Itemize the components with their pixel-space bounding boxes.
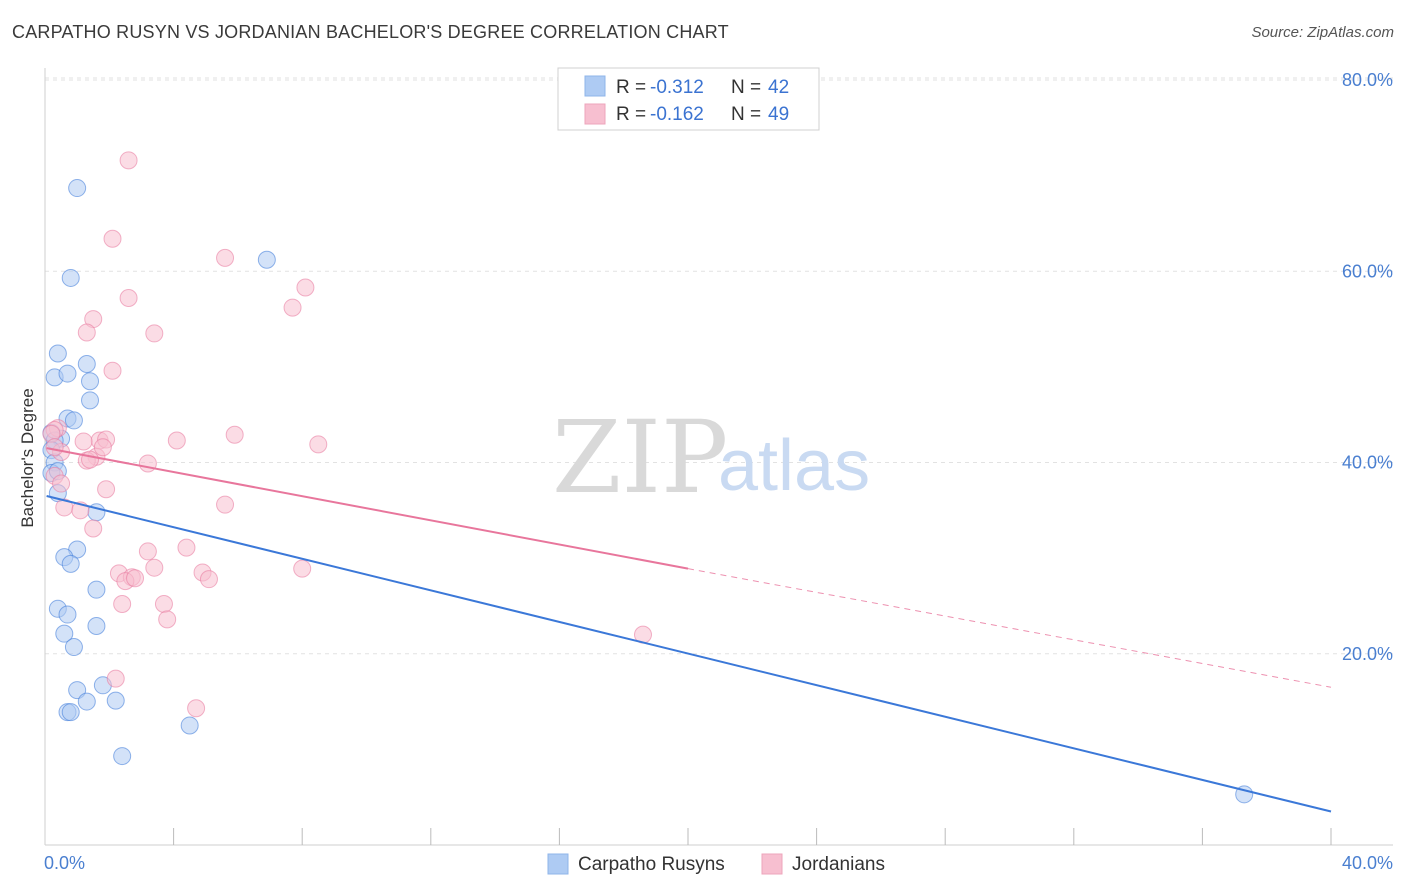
data-point [106,691,125,710]
data-point [68,179,87,198]
data-point [103,229,122,248]
data-point [103,361,122,380]
legend-swatch-rusyns [584,75,606,97]
legend-r-value-rusyns: -0.312 [650,77,704,98]
data-point [113,595,132,614]
y-tick-label-80: 80.0% [1342,70,1393,90]
legend-swatch-jordanians [584,103,606,125]
chart-source: Source: ZipAtlas.com [1251,24,1394,41]
data-point [180,716,199,735]
data-point [216,495,235,514]
gridlines [45,77,1393,655]
y-tick-label-20: 20.0% [1342,644,1393,664]
data-point [81,391,100,410]
bottom-legend-swatch-jordanians [761,853,783,875]
data-point [158,610,177,629]
data-point [87,580,106,599]
data-point [167,431,186,450]
data-point [61,268,80,287]
legend-n-label-jordanians: N = [731,104,761,125]
data-point [48,344,67,363]
y-tick-label-40: 40.0% [1342,453,1393,473]
trend-line-1 [46,447,689,570]
series-jordanians [42,151,652,718]
axes [44,68,1393,846]
data-point [84,519,103,538]
x-tick-label-max: 40.0% [1342,853,1393,873]
data-point [87,617,106,636]
data-point [77,355,96,374]
data-point [138,542,157,561]
data-point [68,681,87,700]
data-point [145,324,164,343]
data-point [61,703,80,722]
watermark-zip: ZIP [552,399,728,516]
data-point [138,454,157,473]
chart-title: CARPATHO RUSYN VS JORDANIAN BACHELOR'S D… [12,22,729,42]
bottom-legend-label-jordanians: Jordanians [792,854,885,875]
data-point [296,278,315,297]
legend-r-label-jordanians: R = [616,104,646,125]
legend-r-label-rusyns: R = [616,77,646,98]
data-point [58,364,77,383]
data-point [64,411,83,430]
trend-lines [46,447,1332,813]
series-legend: Carpatho Rusyns Jordanians [547,853,885,875]
data-point [216,248,235,267]
legend-n-value-jordanians: 49 [768,104,789,125]
data-point [77,323,96,342]
data-point [187,699,206,718]
data-point [81,450,100,469]
y-axis-title: Bachelor's Degree [18,388,37,527]
data-point [283,298,302,317]
data-point [74,432,93,451]
data-point [113,747,132,766]
data-point [119,151,138,170]
legend-n-value-rusyns: 42 [768,77,789,98]
data-point [61,554,80,573]
y-tick-labels: 20.0% 40.0% 60.0% 80.0% [1342,70,1393,664]
bottom-legend-label-rusyns: Carpatho Rusyns [578,854,725,875]
data-point [126,569,145,588]
data-point [225,425,244,444]
trend-line-0 [46,494,1332,813]
data-point [93,438,112,457]
data-point [293,559,312,578]
data-point [309,435,328,454]
data-point [257,250,276,269]
watermark-atlas: atlas [718,426,870,506]
x-tick-label-min: 0.0% [44,853,85,873]
data-point [119,289,138,308]
legend-n-label-rusyns: N = [731,77,761,98]
correlation-legend: R = -0.312 N = 42 R = -0.162 N = 49 [557,67,820,131]
data-point [106,669,125,688]
data-point [45,438,64,457]
data-point [145,558,164,577]
y-tick-label-60: 60.0% [1342,261,1393,281]
data-point [154,595,173,614]
data-point [177,538,196,557]
data-point [77,692,96,711]
data-point [81,372,100,391]
trend-line-extension-1 [687,568,1332,688]
data-point [58,605,77,624]
data-point [52,474,71,493]
bottom-legend-swatch-rusyns [547,853,569,875]
legend-r-value-jordanians: -0.162 [650,104,704,125]
data-point [64,638,83,657]
data-point [97,480,116,499]
data-point [55,624,74,643]
data-point [199,570,218,589]
